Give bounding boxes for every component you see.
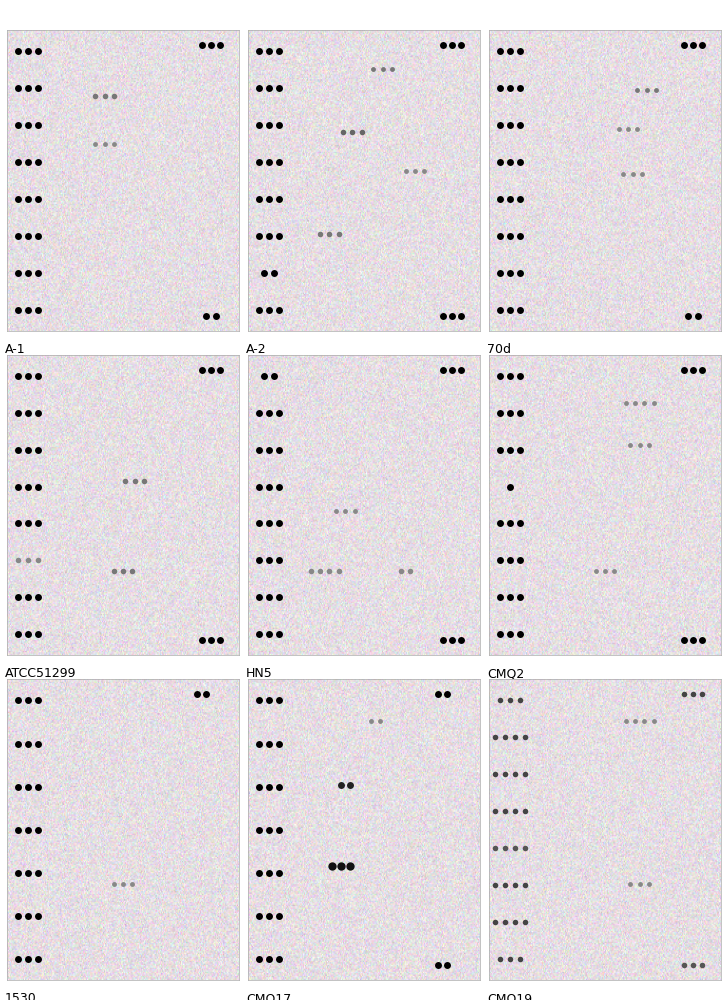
Text: A-2: A-2 [246,343,266,356]
Text: CMQ2: CMQ2 [487,667,524,680]
Text: A-1: A-1 [5,343,25,356]
Text: CMQ19: CMQ19 [487,992,532,1000]
Text: 70d: 70d [487,343,511,356]
Text: CMQ17: CMQ17 [246,992,291,1000]
Text: 1530: 1530 [5,992,36,1000]
Text: ATCC51299: ATCC51299 [5,667,76,680]
Text: HN5: HN5 [246,667,272,680]
